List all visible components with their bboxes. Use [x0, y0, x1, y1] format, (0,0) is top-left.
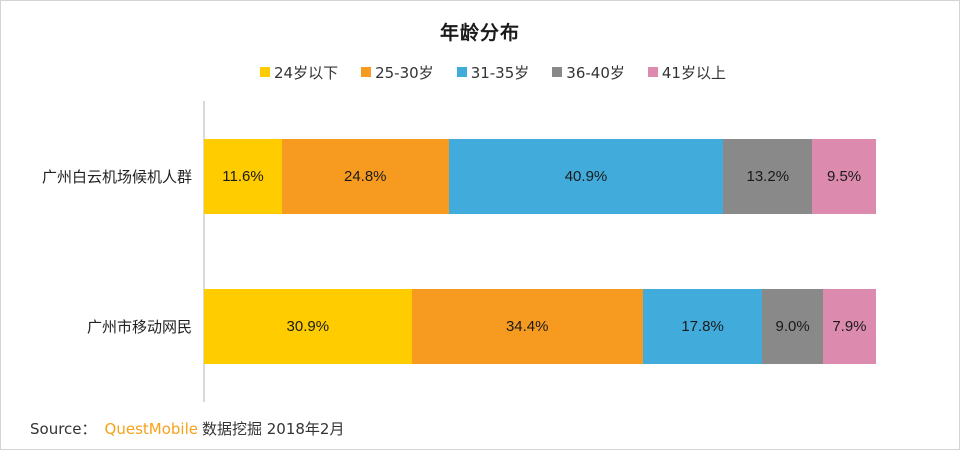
category-label-airport: 广州白云机场候机人群: [41, 168, 192, 186]
stacked-bar-airport: 11.6% 24.8% 40.9% 13.2% 9.5%: [204, 139, 876, 214]
legend-item-25-30[interactable]: 25-30岁: [361, 62, 434, 83]
source-prefix: Source：: [30, 420, 97, 438]
legend-label: 31-35岁: [470, 63, 530, 82]
bar-segment-over-41[interactable]: 9.5%: [812, 139, 876, 214]
bar-segment-36-40[interactable]: 13.2%: [723, 139, 813, 214]
legend-label: 41岁以上: [661, 63, 726, 82]
legend-item-36-40[interactable]: 36-40岁: [552, 62, 625, 83]
legend-label: 24岁以下: [274, 63, 339, 82]
stacked-bar-mobile-users: 30.9% 34.4% 17.8% 9.0% 7.9%: [204, 289, 876, 364]
legend-label: 25-30岁: [375, 63, 434, 82]
bar-segment-31-35[interactable]: 40.9%: [448, 139, 724, 214]
bar-segment-36-40[interactable]: 9.0%: [762, 289, 823, 364]
chart-legend: 24岁以下 25-30岁 31-35岁 36-40岁 41岁以上: [260, 62, 749, 82]
legend-swatch-icon: [456, 67, 467, 77]
legend-item-31-35[interactable]: 31-35岁: [456, 62, 530, 83]
category-label-mobile-users: 广州市移动网民: [86, 318, 192, 336]
bar-segment-over-41[interactable]: 7.9%: [822, 289, 876, 364]
source-suffix: 数据挖掘 2018年2月: [201, 420, 345, 438]
chart-title: 年龄分布: [439, 22, 520, 44]
legend-item-under-24[interactable]: 24岁以下: [260, 62, 338, 83]
bar-segment-25-30[interactable]: 34.4%: [411, 289, 643, 364]
bar-segment-under-24[interactable]: 30.9%: [204, 289, 412, 364]
legend-swatch-icon: [361, 67, 372, 77]
bar-segment-31-35[interactable]: 17.8%: [642, 289, 763, 364]
legend-label: 36-40岁: [566, 63, 625, 82]
bar-segment-25-30[interactable]: 24.8%: [281, 139, 449, 214]
source-note: Source： QuestMobile 数据挖掘 2018年2月: [30, 418, 344, 439]
legend-swatch-icon: [552, 67, 563, 77]
category-axis-line: [203, 101, 205, 402]
legend-swatch-icon: [260, 67, 270, 77]
bar-segment-under-24[interactable]: 11.6%: [204, 139, 282, 214]
legend-swatch-icon: [647, 67, 658, 77]
source-brand: QuestMobile: [104, 420, 198, 438]
legend-item-over-41[interactable]: 41岁以上: [647, 62, 726, 83]
